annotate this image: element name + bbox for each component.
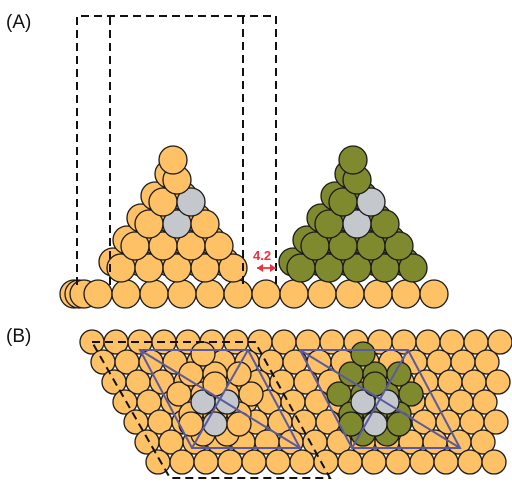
panel-a-dashed-boxes: [76, 15, 277, 285]
supercell-dashed-outline: [90, 341, 332, 479]
surface-atom: [481, 449, 507, 475]
unit-cell-left: [138, 349, 302, 449]
substrate-atom: [251, 279, 281, 309]
cluster-atom: [398, 253, 428, 283]
surface-atom: [361, 449, 387, 475]
surface-atom: [265, 449, 291, 475]
panel-b-label: (B): [6, 326, 31, 347]
panel-a-atoms: [59, 145, 449, 309]
cluster-atom: [384, 231, 414, 261]
substrate-atom: [363, 279, 393, 309]
surface-atom: [487, 329, 512, 355]
panel-a-side-view: (A) 4.2: [6, 12, 449, 309]
distance-arrow: 4.2: [253, 248, 276, 272]
surface-atom: [457, 449, 483, 475]
surface-atom: [433, 449, 459, 475]
core-atom: [356, 187, 386, 217]
surface-atom: [485, 369, 511, 395]
outer-dashed-box: [76, 15, 277, 285]
surface-atom: [474, 349, 500, 375]
cluster-atom: [190, 341, 216, 367]
cluster-atom: [226, 411, 252, 437]
surface-atom: [169, 449, 195, 475]
surface-atom: [193, 449, 219, 475]
substrate-atom: [195, 279, 225, 309]
surface-atom: [470, 429, 496, 455]
surface-atom: [385, 449, 411, 475]
surface-atom: [217, 449, 243, 475]
panel-b-atoms: [79, 329, 512, 475]
substrate-atom: [335, 279, 365, 309]
cluster-atom: [204, 231, 234, 261]
panel-b-overlays: [90, 341, 462, 479]
substrate-atom: [83, 279, 113, 309]
surface-atom: [483, 409, 509, 435]
surface-atom: [472, 389, 498, 415]
cluster-atom: [370, 209, 400, 239]
unit-cell-right: [298, 349, 462, 449]
cluster-atom: [386, 411, 412, 437]
panel-a-label: (A): [6, 12, 31, 33]
substrate-atom: [167, 279, 197, 309]
surface-atom: [409, 449, 435, 475]
substrate-atom: [111, 279, 141, 309]
cluster-atom: [386, 361, 412, 387]
substrate-atom: [307, 279, 337, 309]
substrate-atom: [223, 279, 253, 309]
cluster-atom: [350, 341, 376, 367]
surface-atom: [289, 449, 315, 475]
panel-b-top-view: (B): [6, 326, 512, 479]
cluster-apex-atom: [158, 145, 188, 175]
surface-atom: [241, 449, 267, 475]
cluster-apex-atom: [338, 145, 368, 175]
cluster-atom: [190, 209, 220, 239]
distance-label: 4.2: [253, 248, 271, 263]
substrate-atom: [139, 279, 169, 309]
core-atom: [176, 187, 206, 217]
surface-atom: [337, 449, 363, 475]
substrate-atom: [419, 279, 449, 309]
inner-dashed-box: [109, 16, 244, 285]
cluster-atom: [226, 361, 252, 387]
substrate-atom: [391, 279, 421, 309]
cluster-atom: [238, 381, 264, 407]
substrate-atom: [279, 279, 309, 309]
cluster-atom: [218, 253, 248, 283]
cluster-atom: [398, 381, 424, 407]
